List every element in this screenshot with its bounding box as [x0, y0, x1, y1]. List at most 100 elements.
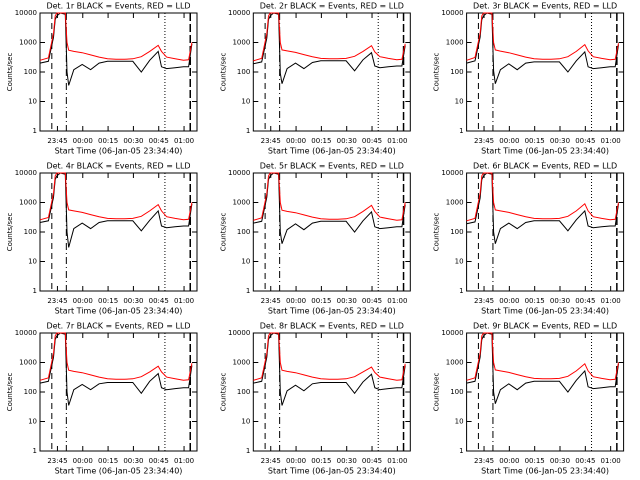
y-tick-label: 1000 — [232, 359, 250, 367]
x-tick-label: 23:45 — [47, 457, 67, 465]
y-axis-label: Counts/sec — [219, 373, 227, 412]
x-tick-label: 00:30 — [123, 137, 143, 145]
x-tick-label: 00:15 — [98, 137, 118, 145]
y-tick-label: 10 — [241, 258, 250, 266]
x-tick-label: 00:45 — [149, 297, 169, 305]
x-tick-label: 00:15 — [311, 457, 331, 465]
y-axis-label: Counts/sec — [433, 213, 441, 252]
x-tick-label: 23:45 — [47, 297, 67, 305]
y-tick-label: 1000 — [446, 359, 464, 367]
y-tick-label: 100 — [237, 68, 250, 76]
x-axis-label: Start Time (06-Jan-05 23:34:40) — [55, 307, 183, 316]
x-axis-label: Start Time (06-Jan-05 23:34:40) — [481, 467, 609, 476]
series-line — [253, 172, 406, 221]
x-axis-label: Start Time (06-Jan-05 23:34:40) — [55, 147, 183, 156]
x-tick-label: 00:30 — [550, 457, 570, 465]
x-tick-label: 00:15 — [98, 297, 118, 305]
series-line — [466, 172, 619, 244]
y-tick-label: 1 — [33, 127, 37, 135]
y-axis-label: Counts/sec — [219, 53, 227, 92]
y-tick-label: 100 — [450, 68, 463, 76]
y-tick-label: 1000 — [19, 359, 37, 367]
y-tick-label: 1 — [33, 447, 37, 455]
x-tick-label: 00:45 — [149, 457, 169, 465]
x-tick-label: 00:00 — [73, 297, 93, 305]
series-line — [253, 332, 406, 381]
y-tick-label: 10000 — [441, 9, 463, 17]
y-tick-label: 1000 — [232, 39, 250, 47]
y-tick-label: 1 — [246, 287, 250, 295]
y-tick-label: 10 — [28, 98, 37, 106]
panel: Det. 2r BLACK = Events, RED = LLD Counts/… — [219, 2, 411, 156]
x-tick-label: 00:45 — [575, 137, 595, 145]
chart-title: Det. 7r BLACK = Events, RED = LLD — [46, 322, 190, 331]
y-tick-label: 1000 — [19, 39, 37, 47]
y-tick-label: 1000 — [19, 199, 37, 207]
chart-title: Det. 8r BLACK = Events, RED = LLD — [260, 322, 404, 331]
y-tick-label: 1 — [33, 287, 37, 295]
series-line — [39, 172, 193, 248]
chart-title: Det. 3r BLACK = Events, RED = LLD — [473, 2, 617, 11]
x-axis-label: Start Time (06-Jan-05 23:34:40) — [268, 467, 396, 476]
y-tick-label: 1 — [459, 287, 463, 295]
y-tick-label: 1 — [459, 127, 463, 135]
chart-title: Det. 6r BLACK = Events, RED = LLD — [473, 162, 617, 171]
x-tick-label: 01:00 — [174, 137, 194, 145]
chart-title: Det. 9r BLACK = Events, RED = LLD — [473, 322, 617, 331]
x-tick-label: 00:00 — [73, 457, 93, 465]
y-tick-label: 100 — [24, 68, 37, 76]
x-tick-label: 23:45 — [261, 297, 281, 305]
series-line — [253, 12, 406, 62]
x-tick-label: 23:45 — [474, 137, 494, 145]
chart-title: Det. 1r BLACK = Events, RED = LLD — [46, 2, 190, 11]
series-line — [39, 332, 193, 406]
x-tick-label: 01:00 — [174, 457, 194, 465]
panel: Det. 3r BLACK = Events, RED = LLD Counts/… — [433, 2, 625, 156]
x-axis-label: Start Time (06-Jan-05 23:34:40) — [268, 307, 396, 316]
series-line — [466, 12, 619, 84]
panel: Det. 6r BLACK = Events, RED = LLD Counts/… — [433, 162, 625, 316]
panel: Det. 4r BLACK = Events, RED = LLD Counts/… — [6, 162, 198, 316]
series-line — [39, 332, 193, 381]
x-tick-label: 00:45 — [362, 457, 382, 465]
y-tick-label: 10 — [455, 258, 464, 266]
x-tick-label: 01:00 — [387, 297, 407, 305]
plot-frame — [466, 172, 625, 292]
x-axis-label: Start Time (06-Jan-05 23:34:40) — [55, 467, 183, 476]
x-tick-label: 00:15 — [311, 297, 331, 305]
y-tick-label: 10 — [455, 98, 464, 106]
x-tick-label: 00:30 — [337, 457, 357, 465]
x-tick-label: 00:45 — [575, 297, 595, 305]
x-tick-label: 00:15 — [525, 137, 545, 145]
x-tick-label: 23:45 — [474, 457, 494, 465]
y-tick-label: 10 — [241, 98, 250, 106]
x-tick-label: 00:00 — [499, 297, 519, 305]
plot-frame — [252, 172, 411, 292]
y-tick-label: 10000 — [441, 329, 463, 337]
x-tick-label: 00:30 — [550, 137, 570, 145]
series-line — [39, 12, 193, 86]
series-line — [253, 12, 406, 84]
x-tick-label: 00:30 — [123, 297, 143, 305]
y-tick-label: 10 — [28, 258, 37, 266]
y-tick-label: 10000 — [15, 9, 37, 17]
y-tick-label: 10000 — [441, 169, 463, 177]
plot-frame — [39, 172, 198, 292]
series-line — [39, 172, 193, 221]
y-tick-label: 100 — [450, 228, 463, 236]
y-axis-label: Counts/sec — [219, 213, 227, 252]
x-tick-label: 00:15 — [525, 457, 545, 465]
x-tick-label: 00:15 — [98, 457, 118, 465]
plot-frame — [252, 332, 411, 452]
x-tick-label: 01:00 — [601, 457, 621, 465]
x-axis-label: Start Time (06-Jan-05 23:34:40) — [268, 147, 396, 156]
y-tick-label: 10 — [28, 418, 37, 426]
x-tick-label: 00:15 — [311, 137, 331, 145]
x-tick-label: 00:45 — [362, 137, 382, 145]
y-tick-label: 1 — [459, 447, 463, 455]
x-tick-label: 01:00 — [387, 137, 407, 145]
x-axis-label: Start Time (06-Jan-05 23:34:40) — [481, 147, 609, 156]
series-line — [466, 172, 619, 222]
y-tick-label: 100 — [24, 228, 37, 236]
